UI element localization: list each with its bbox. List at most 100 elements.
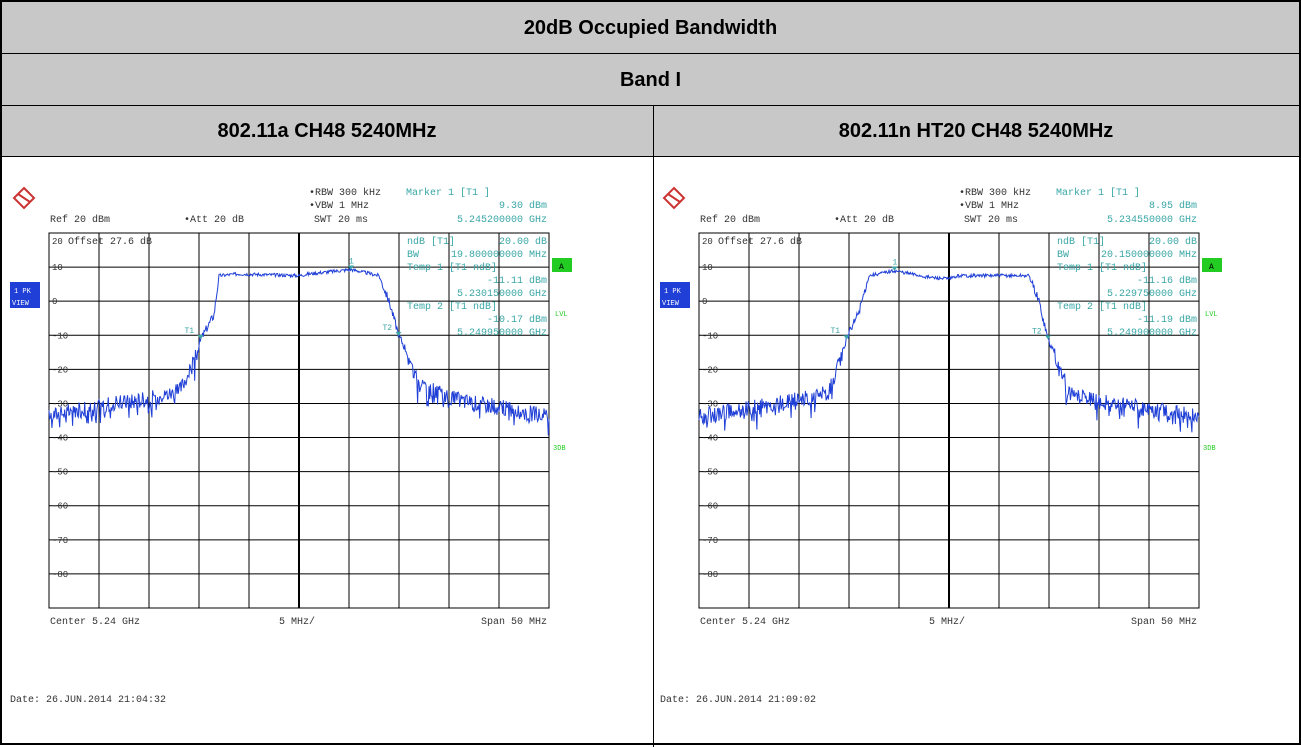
y-tick-label: 10 (702, 263, 713, 273)
3db-label: 3DB (1203, 445, 1216, 453)
marker-1-icon (348, 265, 354, 270)
a-badge (1202, 258, 1222, 272)
trace-panel (10, 282, 40, 308)
marker-t2-label: T2 (383, 324, 393, 333)
y-tick-label: -30 (52, 399, 68, 409)
table-title: 20dB Occupied Bandwidth (2, 2, 1299, 54)
temp2-freq: 5.249900000 GHz (1107, 328, 1197, 339)
bw-value: 20.150000000 MHz (1101, 250, 1197, 261)
rs-logo-stroke-icon (667, 193, 681, 203)
x-span-label: Span 50 MHz (1131, 617, 1197, 628)
band-header: Band I (2, 54, 1299, 106)
bw-label: BW (407, 250, 419, 261)
marker-1-icon (891, 266, 898, 271)
marker-t1-label: T1 (185, 327, 195, 336)
temp1-label: Temp 1 [T1 ndB] (407, 262, 497, 274)
x-center-label: Center 5.24 GHz (700, 617, 790, 628)
y-tick-label: 20 (702, 237, 713, 247)
y-tick-label: -80 (702, 570, 718, 580)
marker-t1-icon (197, 335, 204, 340)
x-span-label: Span 50 MHz (481, 617, 547, 628)
ndb-value: 20.00 dB (1149, 236, 1197, 248)
marker-1-label: 1 (893, 259, 898, 268)
y-tick-label: -50 (702, 468, 718, 478)
x-center-label: Center 5.24 GHz (50, 617, 140, 628)
temp2-level: -11.19 dBm (1137, 314, 1197, 326)
lvl-label: LVL (555, 311, 568, 319)
rs-logo-stroke-icon (17, 193, 31, 203)
swt-text: SWT 20 ms (314, 215, 368, 226)
marker-freq: 5.245200000 GHz (457, 215, 547, 226)
swt-text: SWT 20 ms (964, 215, 1018, 226)
temp2-level: -10.17 dBm (487, 314, 547, 326)
rbw-text: •RBW 300 kHz (959, 187, 1031, 199)
marker-title: Marker 1 [T1 ] (1056, 187, 1140, 199)
view-label: VIEW (12, 300, 30, 308)
y-tick-label: -50 (52, 468, 68, 478)
ndb-label: ndB [T1] (407, 236, 455, 248)
x-div-label: 5 MHz/ (279, 616, 315, 628)
att-text: •Att 20 dB (184, 214, 244, 226)
vbw-text: •VBW 1 MHz (959, 201, 1019, 212)
temp2-label: Temp 2 [T1 ndB] (407, 301, 497, 313)
lvl-label: LVL (1205, 311, 1218, 319)
view-label: VIEW (662, 300, 680, 308)
ref-text: Ref 20 dBm (50, 214, 110, 226)
left-spectrum-svg: •RBW 300 kHz •VBW 1 MHz SWT 20 ms Ref 20 dB… (10, 186, 572, 706)
marker-t2-label: T2 (1032, 327, 1042, 336)
marker-t1-icon (843, 335, 850, 340)
date-label: Date: 26.JUN.2014 21:09:02 (660, 695, 816, 706)
y-tick-label: -20 (702, 365, 718, 375)
y-tick-label: 0 (702, 297, 707, 307)
a-badge-label: A (559, 263, 564, 272)
ref-text: Ref 20 dBm (700, 214, 760, 226)
y-tick-label: -70 (52, 536, 68, 546)
temp2-label: Temp 2 [T1 ndB] (1057, 301, 1147, 313)
marker-1-label: 1 (349, 257, 354, 266)
marker-freq: 5.234550000 GHz (1107, 215, 1197, 226)
trace-panel (660, 282, 690, 308)
trace-label: 1 PK (14, 288, 32, 296)
bw-label: BW (1057, 250, 1069, 261)
mode-header-row: 802.11a CH48 5240MHz 802.11n HT20 CH48 5… (2, 106, 1299, 157)
y-tick-label: -40 (52, 434, 68, 444)
temp1-freq: 5.229750000 GHz (1107, 289, 1197, 300)
marker-level: 8.95 dBm (1149, 200, 1197, 212)
y-tick-label: -10 (52, 331, 68, 341)
rbw-text: •RBW 300 kHz (309, 187, 381, 199)
y-tick-label: 10 (52, 263, 63, 273)
left-spectrum-plot: •RBW 300 kHz •VBW 1 MHz SWT 20 ms Ref 20 dB… (4, 160, 649, 745)
offset-text: Offset 27.6 dB (718, 236, 802, 248)
a-badge (552, 258, 572, 272)
y-tick-label: 20 (52, 237, 63, 247)
right-spectrum-svg: •RBW 300 kHz •VBW 1 MHz SWT 20 ms Ref 20 dB… (660, 186, 1222, 706)
3db-label: 3DB (553, 445, 566, 453)
marker-title: Marker 1 [T1 ] (406, 187, 490, 199)
y-tick-label: -60 (702, 502, 718, 512)
att-text: •Att 20 dB (834, 214, 894, 226)
marker-t2-icon (395, 331, 402, 336)
y-tick-label: -80 (52, 570, 68, 580)
date-label: Date: 26.JUN.2014 21:04:32 (10, 695, 166, 706)
y-tick-label: -10 (702, 331, 718, 341)
temp1-freq: 5.230150000 GHz (457, 289, 547, 300)
offset-text: Offset 27.6 dB (68, 236, 152, 248)
vbw-text: •VBW 1 MHz (309, 201, 369, 212)
y-tick-label: -60 (52, 502, 68, 512)
marker-t1-label: T1 (831, 327, 841, 336)
ndb-value: 20.00 dB (499, 236, 547, 248)
y-tick-label: -20 (52, 365, 68, 375)
temp1-label: Temp 1 [T1 ndB] (1057, 262, 1147, 274)
temp1-level: -11.16 dBm (1137, 275, 1197, 287)
spectrum-trace (698, 268, 1200, 433)
left-mode-header: 802.11a CH48 5240MHz (217, 120, 437, 142)
a-badge-label: A (1209, 263, 1214, 272)
marker-level: 9.30 dBm (499, 200, 547, 212)
right-mode-header: 802.11n HT20 CH48 5240MHz (838, 120, 1114, 142)
y-tick-label: -40 (702, 434, 718, 444)
bw-value: 19.800000000 MHz (451, 250, 547, 261)
temp1-level: -11.11 dBm (487, 275, 547, 287)
y-tick-label: -70 (702, 536, 718, 546)
column-divider (653, 106, 654, 747)
